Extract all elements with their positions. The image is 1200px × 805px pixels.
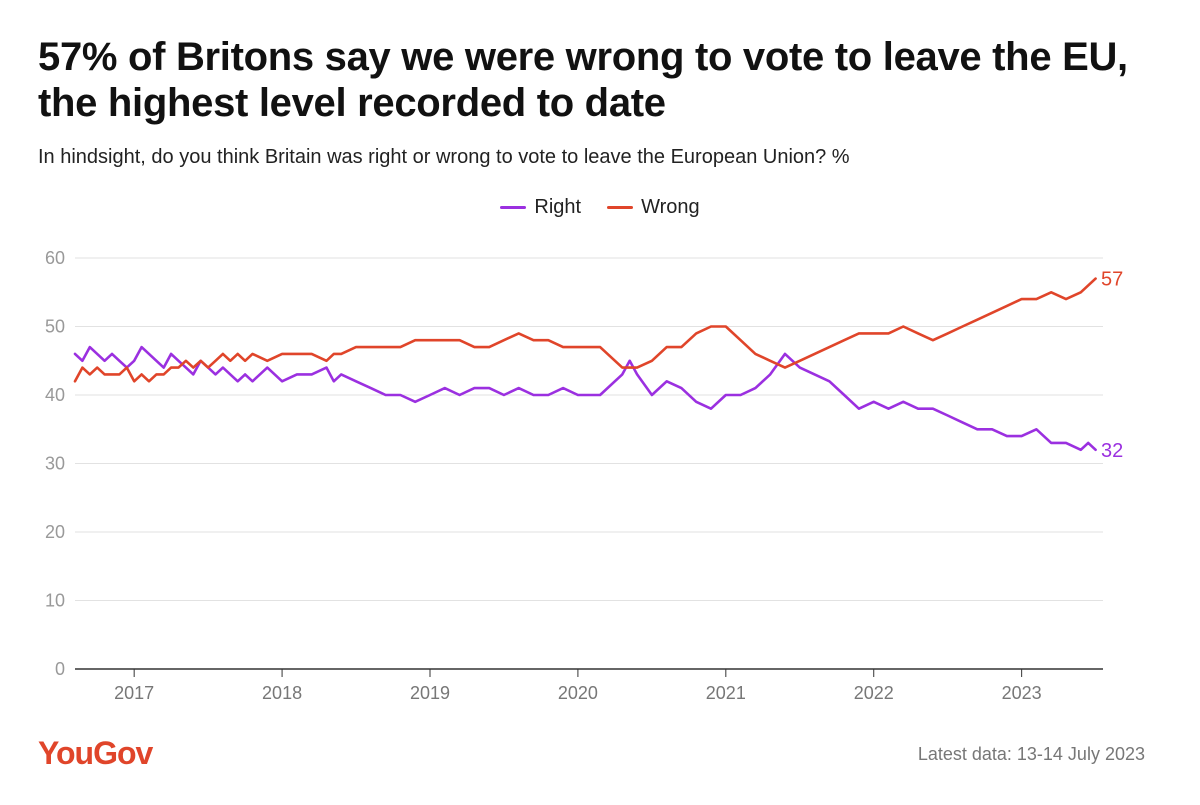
x-tick-label-2023: 2023 [1002, 683, 1042, 703]
end-label-wrong: 57 [1101, 269, 1123, 291]
legend-item-right: Right [500, 196, 581, 219]
y-tick-label-10: 10 [45, 591, 65, 611]
x-tick-label-2021: 2021 [706, 683, 746, 703]
latest-data-note: Latest data: 13-14 July 2023 [917, 744, 1145, 764]
y-tick-label-0: 0 [55, 659, 65, 679]
legend-swatch-right [500, 206, 527, 209]
y-tick-label-30: 30 [45, 454, 65, 474]
legend-swatch-wrong [607, 206, 634, 209]
x-tick-label-2018: 2018 [262, 683, 302, 703]
legend: Right Wrong [0, 196, 1200, 219]
legend-label-wrong: Wrong [641, 196, 700, 218]
x-tick-label-2017: 2017 [114, 683, 154, 703]
y-tick-label-50: 50 [45, 317, 65, 337]
series-line-wrong [73, 277, 1097, 383]
series-line-right [73, 345, 1097, 452]
x-tick-label-2020: 2020 [558, 683, 598, 703]
yougov-logo: YouGov [38, 735, 153, 771]
legend-item-wrong: Wrong [607, 196, 700, 219]
y-tick-label-60: 60 [45, 248, 65, 268]
end-label-right: 32 [1101, 440, 1123, 462]
chart-title: 57% of Britons say we were wrong to vote… [38, 35, 1128, 125]
x-tick-label-2022: 2022 [854, 683, 894, 703]
chart-subtitle: In hindsight, do you think Britain was r… [38, 146, 850, 168]
x-tick-label-2019: 2019 [410, 683, 450, 703]
y-tick-label-20: 20 [45, 522, 65, 542]
legend-label-right: Right [534, 196, 582, 218]
y-tick-label-40: 40 [45, 385, 65, 405]
